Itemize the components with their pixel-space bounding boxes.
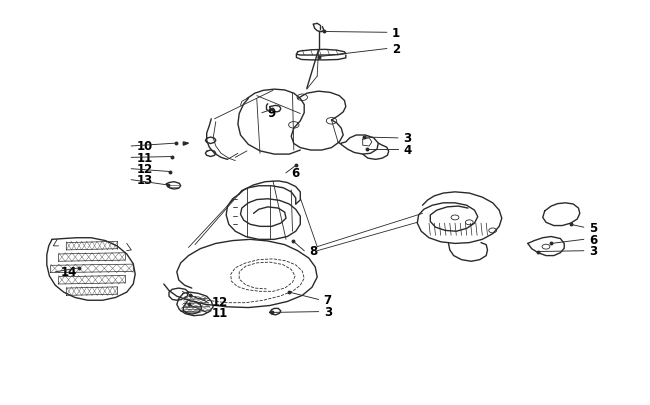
Text: 11: 11: [136, 151, 153, 164]
Text: 5: 5: [589, 221, 597, 234]
Text: 1: 1: [392, 27, 400, 40]
Text: 7: 7: [324, 293, 332, 306]
Text: 2: 2: [392, 43, 400, 56]
Text: 10: 10: [136, 140, 153, 153]
Text: 6: 6: [589, 233, 597, 246]
Text: 11: 11: [212, 306, 228, 319]
Text: 13: 13: [136, 174, 153, 187]
Text: 12: 12: [136, 163, 153, 176]
Text: 3: 3: [403, 132, 411, 145]
Text: 3: 3: [589, 245, 597, 258]
Polygon shape: [183, 143, 188, 146]
Text: 3: 3: [324, 305, 332, 318]
Text: 9: 9: [267, 107, 276, 120]
Text: 4: 4: [403, 143, 411, 156]
Text: 12: 12: [212, 295, 228, 308]
Text: 8: 8: [309, 245, 318, 258]
Text: 14: 14: [60, 266, 77, 279]
Text: 6: 6: [291, 167, 300, 180]
